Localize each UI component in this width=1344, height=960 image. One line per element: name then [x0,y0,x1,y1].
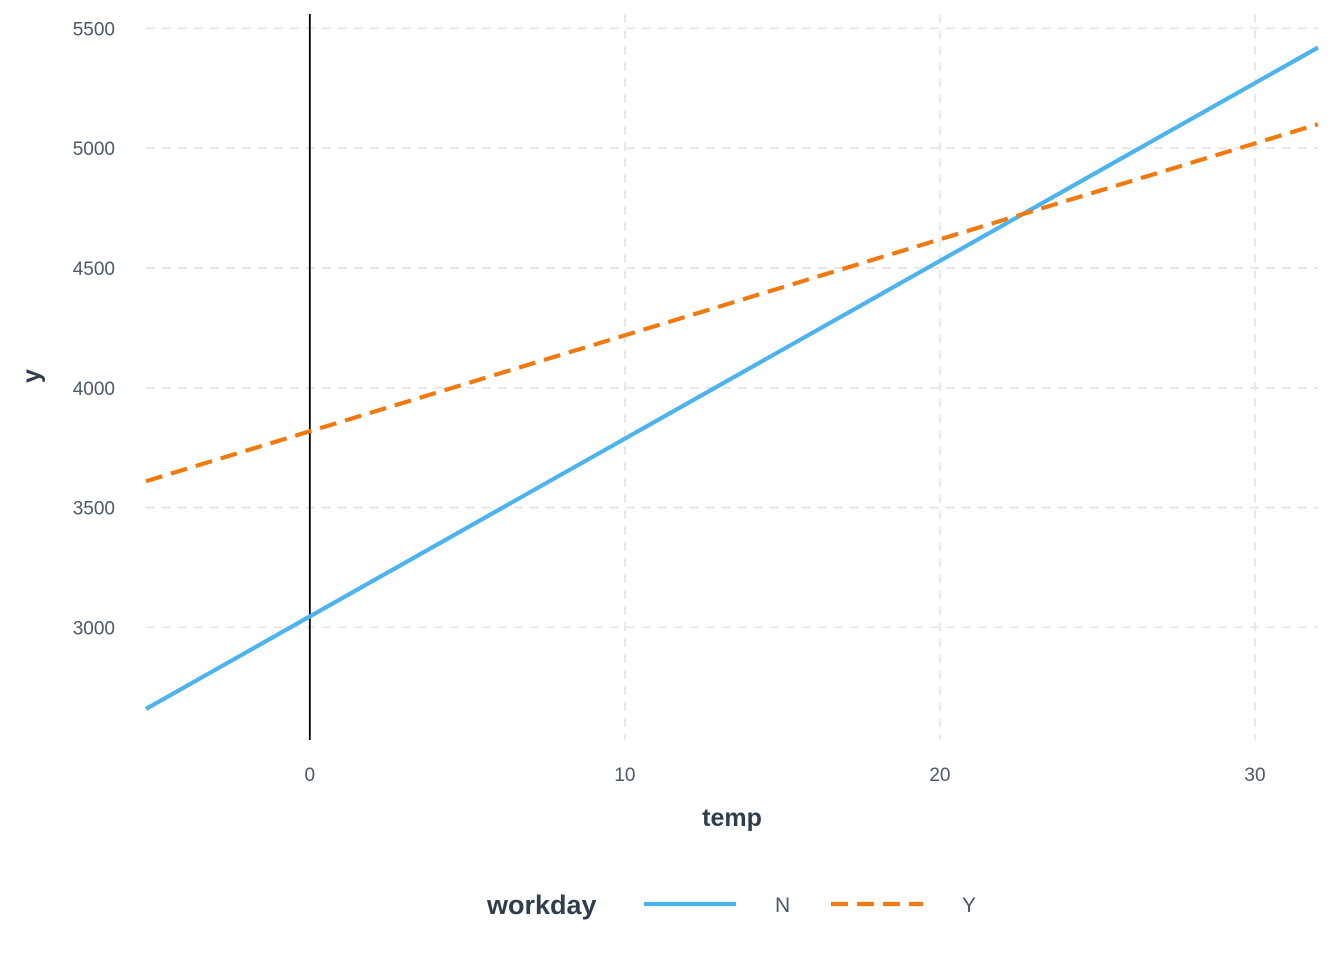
y-axis-title: y [18,369,46,383]
y-tick-label: 3000 [73,618,115,639]
series-lines [144,45,1320,711]
y-tick-label: 5000 [73,139,115,160]
y-tick-label: 4000 [73,379,115,400]
legend-label-n: N [775,894,790,917]
x-axis-title: temp [702,804,762,832]
x-tick-label: 0 [305,765,316,786]
legend-title: workday [486,890,597,920]
x-axis-tick-labels: 0 10 20 30 [305,765,1266,786]
x-tick-label: 10 [614,765,635,786]
series-line-n [144,45,1320,711]
legend: workday N Y [486,890,976,920]
x-tick-label: 30 [1244,765,1265,786]
y-tick-label: 5500 [73,19,115,40]
y-axis-tick-labels: 3000 3500 4000 4500 5000 5500 [73,19,115,639]
y-tick-label: 3500 [73,499,115,520]
series-line-y [145,122,1319,484]
y-tick-label: 4500 [73,259,115,280]
legend-label-y: Y [962,894,976,917]
x-tick-label: 20 [929,765,950,786]
